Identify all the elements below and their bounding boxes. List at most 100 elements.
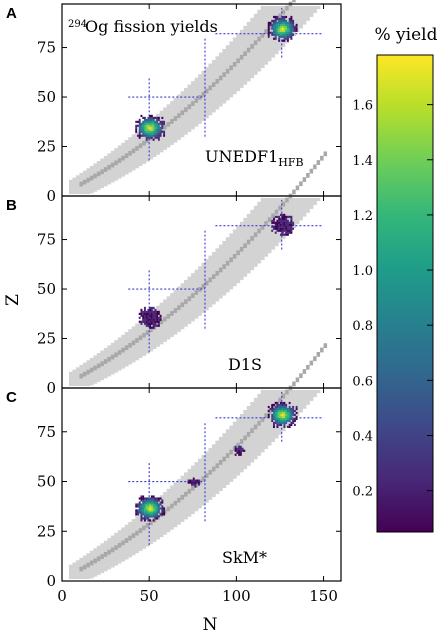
yield-cell — [149, 308, 152, 312]
yield-cell — [136, 513, 139, 516]
yield-cell — [288, 407, 291, 411]
yield-cell — [236, 449, 239, 452]
yield-cell — [140, 126, 143, 129]
yield-cell — [290, 223, 293, 226]
yield-cell — [278, 19, 281, 23]
yield-cell — [154, 507, 157, 510]
colorbar-tick-label: 0.2 — [352, 485, 373, 500]
yield-cell — [271, 419, 274, 423]
stability-cell — [274, 209, 279, 215]
yield-cell — [149, 130, 152, 133]
yield-cell — [149, 322, 152, 325]
yield-cell — [143, 316, 146, 319]
yield-cell — [234, 445, 237, 448]
yield-cell — [293, 29, 296, 32]
yield-cell — [288, 23, 291, 26]
yield-cell — [147, 320, 150, 323]
yield-cell — [281, 23, 284, 26]
stability-cell — [198, 287, 202, 292]
stability-cell — [135, 337, 139, 343]
panels-group: 0 25 50 75 A UNEDF1HFB 0 25 50 75 B D1S 0 25 50 75 0 50 10… — [6, 0, 342, 605]
colorbar-title: % yield — [375, 25, 438, 45]
yield-cell — [285, 407, 288, 411]
yield-cell — [267, 31, 270, 34]
yield-cell — [192, 481, 195, 484]
yield-cell — [156, 310, 159, 313]
yield-cell — [156, 316, 159, 319]
yield-cell — [267, 29, 270, 32]
stability-cell — [82, 179, 87, 185]
band-column — [288, 197, 293, 232]
yield-cell — [142, 495, 145, 498]
yield-cell — [143, 513, 146, 516]
yield-cell — [288, 405, 291, 409]
band-column — [306, 5, 310, 21]
yield-cell — [143, 132, 146, 135]
stability-cell — [222, 264, 226, 269]
yield-cell — [285, 33, 288, 36]
yield-cell — [152, 501, 155, 504]
yield-cell — [154, 509, 157, 512]
band-column — [306, 389, 310, 405]
yield-cell — [157, 316, 160, 319]
yield-cell — [156, 507, 159, 510]
y-tick-label: 25 — [37, 330, 56, 348]
yield-cell — [149, 505, 152, 508]
yield-cell — [271, 219, 274, 222]
stability-cell — [103, 167, 108, 172]
band-column — [302, 197, 307, 217]
yield-cell — [150, 503, 153, 506]
band-column — [299, 197, 303, 221]
yield-cell — [143, 511, 146, 514]
yield-cell — [157, 128, 160, 131]
yield-cell — [140, 509, 143, 512]
stability-cell — [313, 356, 317, 362]
yield-cell — [152, 310, 155, 313]
yield-cell — [140, 312, 143, 315]
yield-cell — [272, 23, 275, 26]
stability-cell — [180, 494, 185, 500]
stability-cell — [278, 397, 282, 403]
yield-cell — [276, 415, 279, 419]
stability-cell — [93, 558, 97, 564]
yield-cell — [288, 417, 291, 421]
yield-cell — [149, 511, 152, 514]
yield-cell — [276, 225, 279, 228]
yield-cell — [154, 116, 157, 120]
yield-cell — [283, 403, 286, 407]
stability-cell — [236, 442, 240, 448]
yield-cell — [286, 225, 289, 228]
yield-cell — [239, 451, 242, 454]
stability-cell — [124, 153, 129, 159]
yield-cell — [279, 413, 282, 417]
yield-cell — [152, 134, 155, 137]
yield-cell — [154, 517, 157, 520]
yield-cell — [293, 413, 296, 417]
yield-cell — [157, 116, 160, 120]
stability-cell — [138, 143, 143, 149]
yield-cell — [283, 217, 286, 220]
yield-cell — [278, 217, 281, 220]
yield-cell — [272, 31, 275, 34]
yield-cell — [281, 229, 284, 232]
stability-cell — [114, 352, 118, 358]
yield-cell — [150, 132, 153, 135]
yield-cell — [288, 221, 291, 224]
yield-cell — [145, 128, 148, 131]
yield-cell — [152, 116, 155, 120]
yield-cell — [163, 513, 166, 516]
stability-cell — [295, 377, 300, 383]
stability-cell — [218, 267, 223, 273]
yield-cell — [149, 515, 152, 518]
yield-cell — [271, 33, 274, 36]
yield-cell — [285, 27, 288, 30]
yield-cell — [142, 499, 145, 502]
panel-letter: A — [6, 5, 17, 22]
yield-cell — [194, 483, 197, 486]
yield-cell — [292, 419, 295, 423]
yield-cell — [238, 451, 241, 454]
stability-cell — [79, 373, 83, 379]
yield-cell — [286, 411, 289, 415]
yield-cell — [150, 318, 153, 321]
yield-cell — [150, 322, 153, 325]
